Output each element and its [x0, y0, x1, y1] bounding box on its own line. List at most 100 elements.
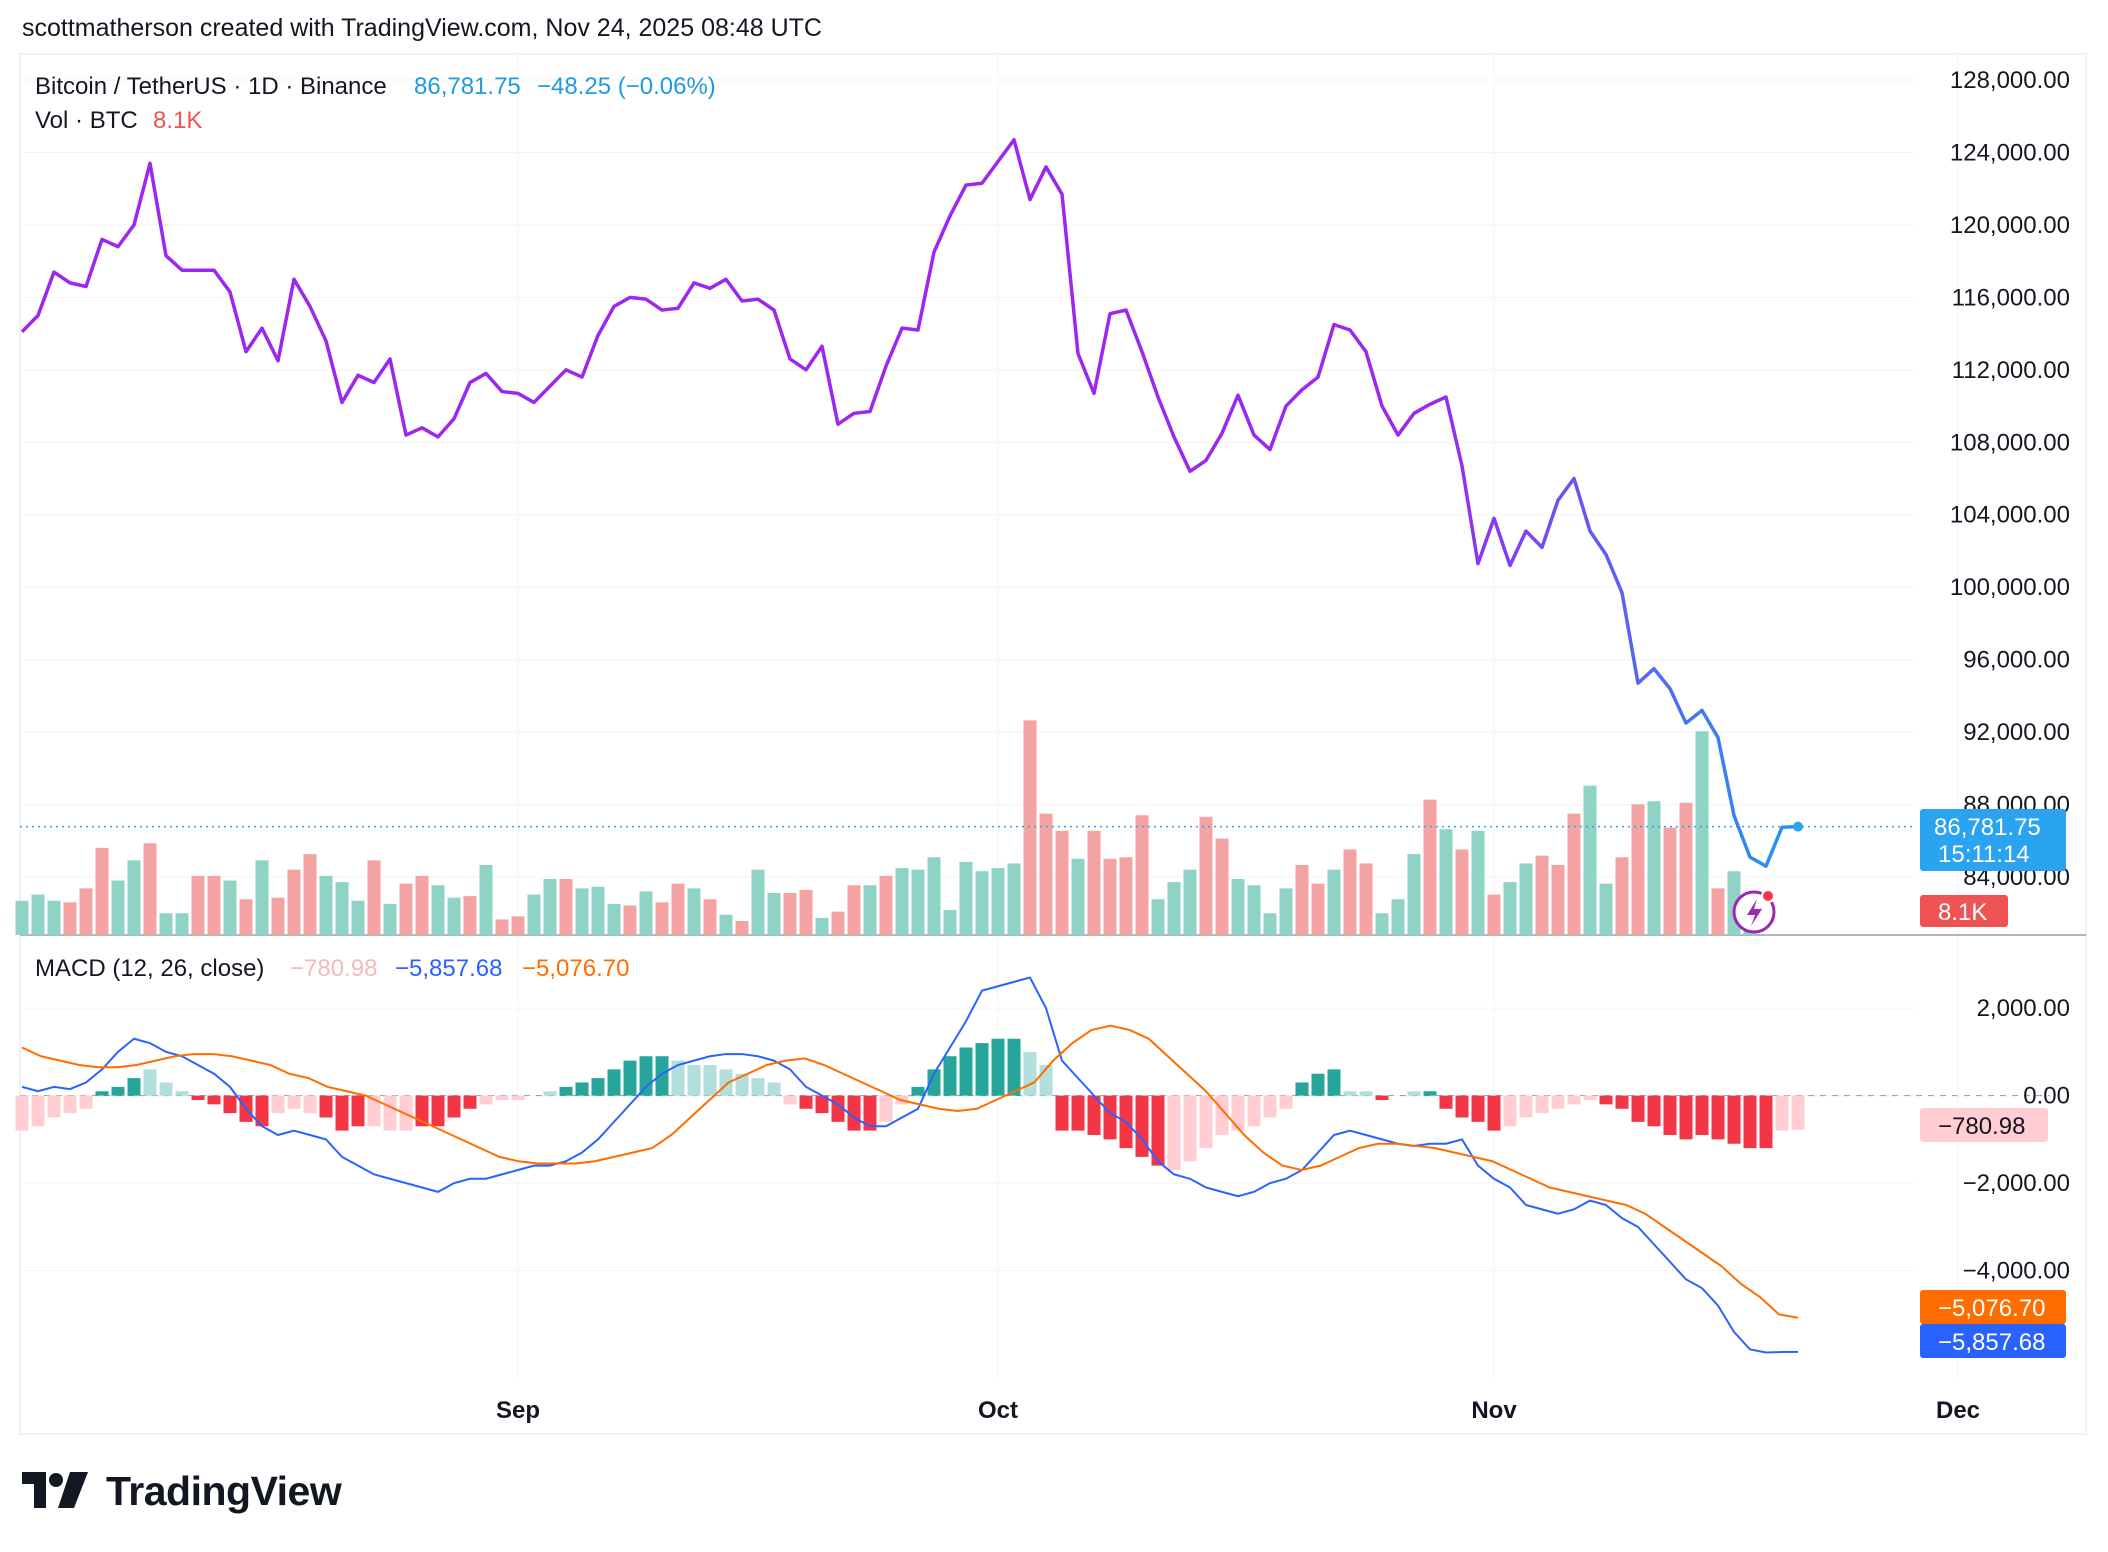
volume-bar	[1279, 888, 1293, 935]
macd-histogram-bar	[415, 1095, 429, 1127]
volume-bar	[1695, 731, 1709, 935]
volume-bar	[1359, 863, 1373, 935]
volume-bar	[623, 905, 637, 935]
volume-bar	[1551, 865, 1565, 935]
volume-bar	[15, 900, 29, 935]
volume-bar	[879, 875, 893, 935]
volume-bar	[1231, 879, 1245, 935]
legend-volume-value: 8.1K	[153, 107, 202, 134]
macd-histogram-bar	[1263, 1095, 1277, 1118]
volume-bar	[959, 861, 973, 935]
volume-bar	[911, 869, 925, 935]
volume-bar	[1087, 830, 1101, 935]
macd-histogram-bar	[1407, 1091, 1421, 1096]
volume-bar	[1343, 849, 1357, 935]
volume-bar	[159, 913, 173, 935]
price-axis-labels: 128,000.00 124,000.00 120,000.00 116,000.00…	[1950, 67, 2070, 1285]
macd-histogram-bar	[1295, 1082, 1309, 1096]
lightning-icon[interactable]	[1732, 889, 1776, 934]
volume-bar	[1455, 849, 1469, 935]
macd-histogram-bar	[47, 1095, 61, 1118]
volume-bar	[831, 911, 845, 935]
macd-histogram-bar	[1679, 1095, 1693, 1140]
macd-histogram-bar	[687, 1065, 701, 1096]
legend-symbol: Bitcoin / TetherUS · 1D · Binance	[35, 73, 387, 100]
macd-histogram-bar	[367, 1095, 381, 1127]
time-tick-label: Nov	[1471, 1397, 1517, 1424]
volume-bar	[783, 893, 797, 935]
volume-bar	[1471, 830, 1485, 935]
macd-tick-label: 2,000.00	[1977, 995, 2070, 1022]
macd-histogram-bar	[319, 1095, 333, 1118]
macd-histogram-bar	[1439, 1095, 1453, 1109]
macd-histogram-bar	[143, 1069, 157, 1096]
volume-bar	[351, 900, 365, 935]
volume-bar	[271, 897, 285, 935]
volume-bar	[335, 882, 349, 935]
macd-histogram-bar	[95, 1091, 109, 1096]
volume-bar	[1183, 869, 1197, 935]
macd-line-badge-value: −5,857.68	[1938, 1329, 2045, 1356]
macd-tick-label: −4,000.00	[1963, 1258, 2070, 1285]
volume-bar	[1071, 858, 1085, 935]
volume-bar	[431, 885, 445, 935]
volume-bar	[1039, 813, 1053, 935]
volume-bar	[1311, 883, 1325, 935]
macd-histogram-bar	[847, 1095, 861, 1131]
macd-histogram-bar	[1519, 1095, 1533, 1118]
time-tick-label: Sep	[496, 1397, 540, 1424]
legend-change: −48.25 (−0.06%)	[537, 73, 716, 100]
macd-histogram-bar	[431, 1095, 445, 1127]
macd-histogram-bar	[639, 1056, 653, 1096]
macd-histogram-bar	[991, 1038, 1005, 1096]
volume-bar	[239, 899, 253, 935]
volume-bar	[1711, 888, 1725, 935]
volume-bar	[495, 919, 509, 935]
macd-histogram-bar	[271, 1095, 285, 1114]
macd-hist-badge-value: −780.98	[1938, 1113, 2025, 1140]
macd-histogram-bar	[959, 1047, 973, 1096]
macd-histogram-bar	[1151, 1095, 1165, 1166]
price-line-group	[20, 138, 1915, 868]
tradingview-logo[interactable]: TradingView	[22, 1468, 342, 1515]
volume-bar	[1055, 830, 1069, 935]
volume-bar	[1599, 883, 1613, 935]
volume-bar	[511, 916, 525, 935]
volume-bar	[1487, 894, 1501, 935]
macd-tick-label: −2,000.00	[1963, 1170, 2070, 1197]
macd-histogram-bar	[1631, 1095, 1645, 1122]
macd-histogram	[15, 1038, 1805, 1170]
legend-macd-label: MACD (12, 26, close)	[35, 955, 264, 982]
macd-histogram-bar	[591, 1078, 605, 1096]
macd-histogram-bar	[1647, 1095, 1661, 1127]
macd-histogram-bar	[1727, 1095, 1741, 1144]
macd-histogram-bar	[559, 1086, 573, 1096]
macd-histogram-bar	[1247, 1095, 1261, 1127]
volume-badge	[1920, 895, 2008, 927]
volume-bar	[975, 871, 989, 935]
macd-histogram-bar	[15, 1095, 29, 1131]
chart-frame	[19, 53, 2087, 1435]
volume-bars	[15, 720, 1757, 935]
macd-histogram-bar	[495, 1095, 509, 1100]
volume-bar	[703, 899, 717, 935]
volume-bar	[1679, 802, 1693, 935]
volume-bar	[895, 868, 909, 935]
macd-histogram-bar	[175, 1091, 189, 1096]
macd-histogram-bar	[1311, 1073, 1325, 1096]
macd-signal-badge-value: −5,076.70	[1938, 1295, 2045, 1322]
macd-histogram-bar	[1327, 1069, 1341, 1096]
macd-histogram-bar	[815, 1095, 829, 1114]
macd-histogram-bar	[223, 1095, 237, 1114]
macd-histogram-bar	[975, 1043, 989, 1096]
macd-histogram-bar	[463, 1095, 477, 1109]
volume-bar	[943, 910, 957, 935]
price-tick-label: 116,000.00	[1952, 284, 2070, 311]
price-tick-label: 92,000.00	[1963, 719, 2070, 746]
macd-histogram-bar	[751, 1078, 765, 1096]
volume-bar	[191, 875, 205, 935]
volume-bar	[479, 865, 493, 935]
volume-bar	[671, 883, 685, 935]
tradingview-logo-icon	[22, 1471, 88, 1508]
time-tick-label: Oct	[978, 1397, 1018, 1424]
